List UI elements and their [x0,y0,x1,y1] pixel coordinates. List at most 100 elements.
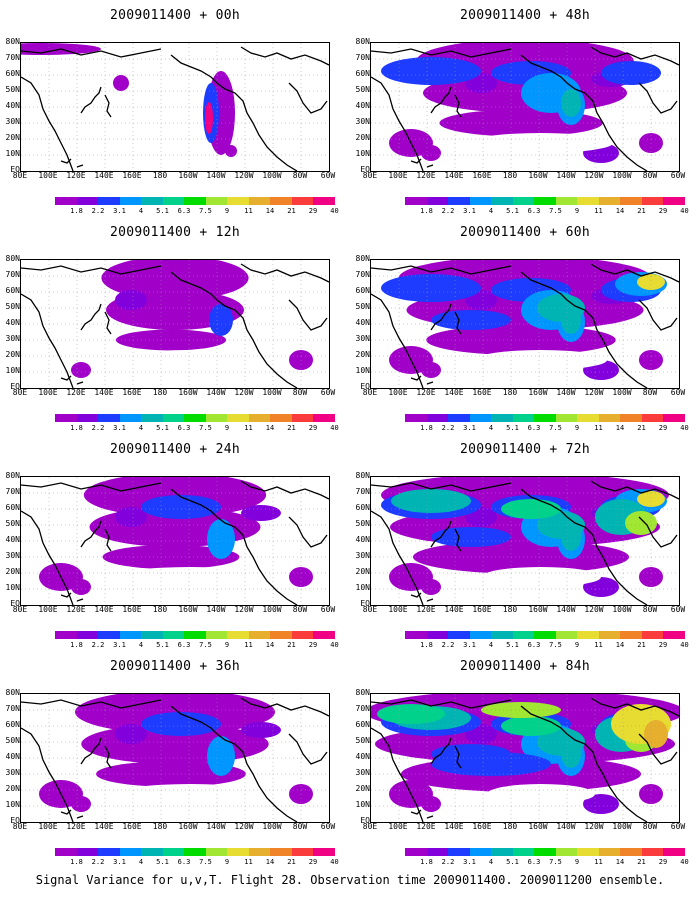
lat-label: 50N [355,85,370,94]
lat-label: 70N [5,487,20,496]
colorbar-swatch [184,414,206,422]
variance-contour [241,722,281,738]
variance-contour [537,728,585,756]
colorbar-label: 40 [680,424,689,432]
variance-contour [381,57,481,85]
colorbar-swatch [577,414,599,422]
colorbar-swatch [76,197,98,205]
colorbar-swatch [313,414,335,422]
colorbar-label: 1.8 [70,207,83,215]
colorbar-swatch [119,631,141,639]
colorbar-label: 3.1 [463,641,476,649]
coastline-path [60,592,84,602]
colorbar-swatch [491,414,513,422]
colorbar-swatch [469,631,491,639]
colorbar-swatch [270,631,292,639]
figure-caption: Signal Variance for u,v,T. Flight 28. Ob… [35,873,665,887]
panel-title: 2009011400 + 12h [109,225,241,240]
variance-contour [113,75,129,91]
variance-contour [377,704,445,724]
lon-label: 80W [642,171,658,180]
colorbar-swatch [227,414,249,422]
lon-label: 140E [94,822,114,831]
colorbar-swatch [641,848,663,856]
lat-label: 40N [355,752,370,761]
lat-label: 60N [355,69,370,78]
lon-label: 140E [444,388,464,397]
colorbar-label: 14 [265,424,275,432]
colorbar-swatch [426,631,448,639]
lon-label: 140E [444,605,464,614]
colorbar-swatch [119,414,141,422]
colorbar-label: 9 [224,207,230,215]
lon-label: 140E [94,171,114,180]
variance-contour [115,507,147,527]
lat-label: 70N [355,270,370,279]
panel-title: 2009011400 + 00h [109,8,241,23]
lat-label: 80N [355,688,370,697]
colorbar-swatch [141,848,163,856]
colorbar-swatch [184,197,206,205]
lat-label: 50N [5,85,20,94]
lat-label: 70N [355,53,370,62]
colorbar-swatch [270,848,292,856]
colorbar-label: 2.2 [441,641,455,649]
variance-map [20,476,330,606]
lon-label: 100W [262,388,282,397]
lon-label: 140W [206,822,226,831]
variance-contour [71,362,91,378]
colorbar-swatch [641,197,663,205]
colorbar-label: 29 [658,207,668,215]
lon-label: 120W [584,171,604,180]
colorbar-swatch [512,848,534,856]
colorbar-label: 4 [488,641,494,649]
colorbar-swatch [313,848,335,856]
lat-label: 30N [355,117,370,126]
colorbar-swatch [141,414,163,422]
colorbar-label: 21 [287,641,296,649]
colorbar-label: 14 [615,641,625,649]
colorbar-label: 21 [287,424,296,432]
coastline-path [371,699,512,709]
colorbar-swatch [205,631,227,639]
coastline-path [104,528,112,552]
colorbar-swatch [534,197,556,205]
colorbar-swatch [426,848,448,856]
colorbar-swatch [448,848,470,856]
lon-label: 120W [234,822,254,831]
variance-contour [431,310,511,330]
colorbar-label: 1.8 [420,641,433,649]
low-variance-region [475,350,607,370]
colorbar-label: 1.8 [70,424,83,432]
colorbar-label: 5.1 [506,424,519,432]
colorbar-label: 1.8 [70,858,83,866]
lat-label: 50N [5,302,20,311]
colorbar-swatch [227,848,249,856]
colorbar-label: 11 [594,207,603,215]
coastline-path [430,737,452,765]
variance-map [20,693,330,823]
variance-contour [625,511,657,535]
coastline-path [520,705,568,735]
colorbar-label: 3.1 [463,858,476,866]
colorbar-swatch [663,414,685,422]
panel-title: 2009011400 + 72h [459,442,591,457]
colorbar-swatch [205,197,227,205]
coastline-path [430,86,452,114]
coastline-path [60,375,84,385]
coastline-path [21,482,162,492]
variance-contour [115,290,147,310]
lat-label: 10N [5,800,20,809]
coastline-path [170,271,218,301]
lon-label: 100E [38,171,58,180]
lon-label: 160E [472,605,492,614]
low-variance-region [107,350,275,370]
colorbar-label: 21 [287,858,296,866]
coastline-path [60,809,84,819]
colorbar-label: 21 [637,424,646,432]
variance-contour [637,491,665,507]
lat-label: 60N [355,503,370,512]
colorbar-label: 14 [265,207,275,215]
coastline-path [566,299,648,388]
colorbar [405,414,685,422]
